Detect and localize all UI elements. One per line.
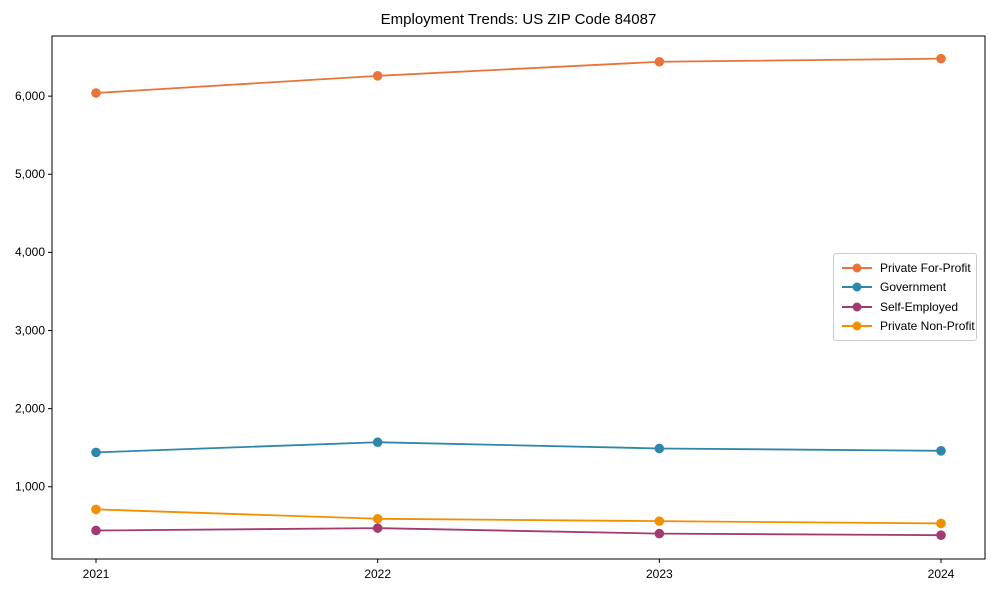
- x-tick-label: 2024: [928, 567, 955, 581]
- series-marker-government: [654, 443, 665, 454]
- x-tick-label: 2022: [364, 567, 391, 581]
- series-marker-private-for-profit: [654, 56, 665, 67]
- y-tick-label: 3,000: [15, 323, 45, 337]
- axes-spines: [51, 35, 986, 560]
- legend-item-label: Private For-Profit: [880, 260, 971, 275]
- series-marker-private-non-profit: [654, 516, 665, 526]
- legend-item-label: Government: [880, 280, 947, 295]
- series-line-private-for-profit: [95, 57, 942, 94]
- series-marker-private-for-profit: [372, 71, 383, 81]
- legend-line-marker-icon: [842, 262, 872, 273]
- series-line-self-employed: [95, 527, 942, 537]
- legend-item-government: Government: [842, 278, 968, 298]
- series-marker-private-for-profit: [91, 88, 101, 98]
- series-marker-government: [372, 437, 383, 448]
- chart-title: Employment Trends: US ZIP Code 84087: [380, 11, 657, 28]
- series-marker-self-employed: [91, 525, 101, 536]
- series-marker-self-employed: [654, 528, 665, 539]
- x-tick-label: 2023: [646, 567, 673, 581]
- y-tick-label: 4,000: [15, 245, 45, 259]
- series-line-private-non-profit: [95, 508, 942, 525]
- legend-item-label: Self-Employed: [880, 299, 959, 314]
- legend-item-label: Private Non-Profit: [880, 319, 975, 334]
- y-tick-label: 5,000: [15, 167, 45, 181]
- series-marker-private-non-profit: [91, 504, 101, 515]
- series-marker-government: [91, 447, 101, 458]
- y-tick-label: 6,000: [15, 89, 45, 103]
- series-line-government: [95, 441, 942, 454]
- legend-item-private-non-profit: Private Non-Profit: [842, 317, 975, 337]
- legend-item-self-employed: Self-Employed: [842, 297, 968, 317]
- series-marker-self-employed: [372, 523, 383, 533]
- legend-item-private-for-profit: Private For-Profit: [842, 258, 971, 278]
- legend-line-marker-icon: [842, 282, 872, 293]
- series-marker-government: [936, 446, 946, 456]
- series-marker-private-for-profit: [936, 53, 946, 64]
- legend-line-marker-icon: [842, 301, 872, 312]
- series-marker-self-employed: [936, 530, 946, 540]
- legend-line-marker-icon: [842, 321, 872, 332]
- series-marker-private-non-profit: [936, 518, 946, 529]
- y-tick-label: 2,000: [15, 401, 45, 415]
- x-tick-label: 2021: [83, 567, 110, 581]
- series-marker-private-non-profit: [372, 513, 383, 524]
- y-tick-label: 1,000: [15, 480, 45, 494]
- legend: Private For-Profit Government Self-Employe…: [833, 253, 977, 341]
